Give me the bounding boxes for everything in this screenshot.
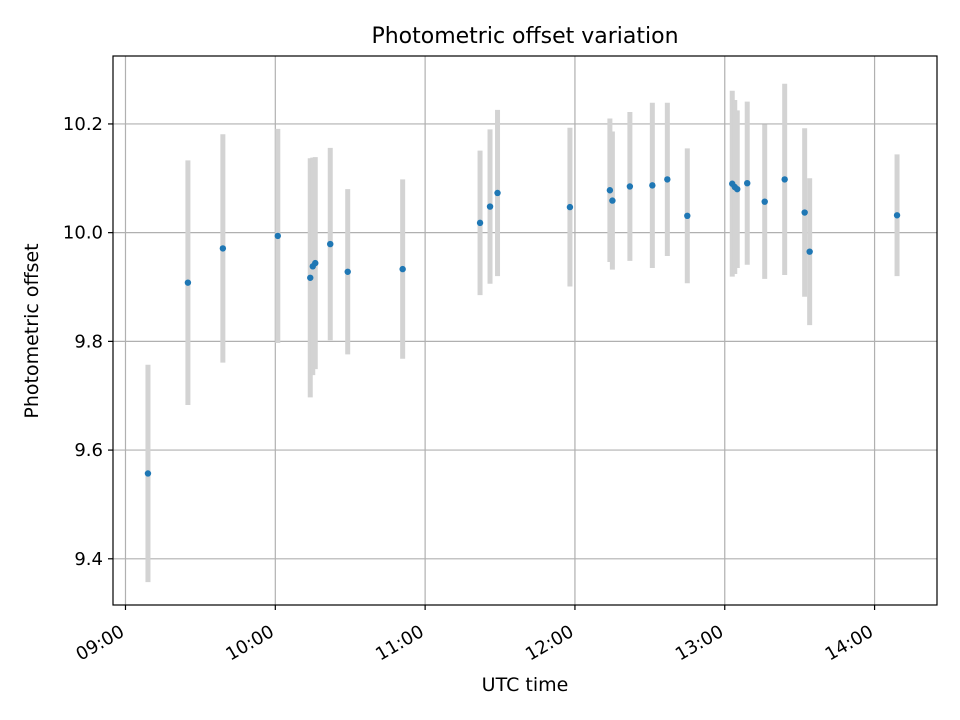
data-point [184,279,192,286]
data-point [664,176,671,183]
data-point [399,265,406,273]
data-point [606,187,614,194]
data-point [734,185,741,193]
chart-title: Photometric offset variation [371,24,678,49]
data-point [476,219,484,227]
data-point [806,248,813,255]
data-point [307,274,314,281]
y-tick-label: 9.4 [74,549,103,570]
data-point [494,189,501,197]
data-point [274,232,281,240]
data-point [312,259,319,267]
data-point [684,212,691,220]
data-point [327,240,334,248]
data-point [144,470,152,477]
data-point [486,203,494,210]
x-axis-label: UTC time [482,674,569,696]
data-point [649,182,656,189]
data-point [893,212,901,219]
y-tick-label: 10.0 [63,223,103,244]
data-point [344,268,351,275]
y-tick-label: 10.2 [63,114,103,135]
data-point [801,209,808,216]
data-point [761,198,768,205]
data-point [219,245,227,252]
y-tick-label: 9.8 [74,331,103,352]
data-markers [144,176,901,477]
y-tick-label: 9.6 [74,440,103,461]
y-axis-ticks: 9.4 9.6 9.8 10.0 10.2 [63,114,113,570]
data-point [744,179,751,187]
data-point [781,176,788,183]
data-point [626,183,634,190]
y-axis-label: Photometric offset [21,243,43,418]
plot-frame [112,55,938,606]
data-point [609,197,616,204]
data-point [566,203,574,211]
